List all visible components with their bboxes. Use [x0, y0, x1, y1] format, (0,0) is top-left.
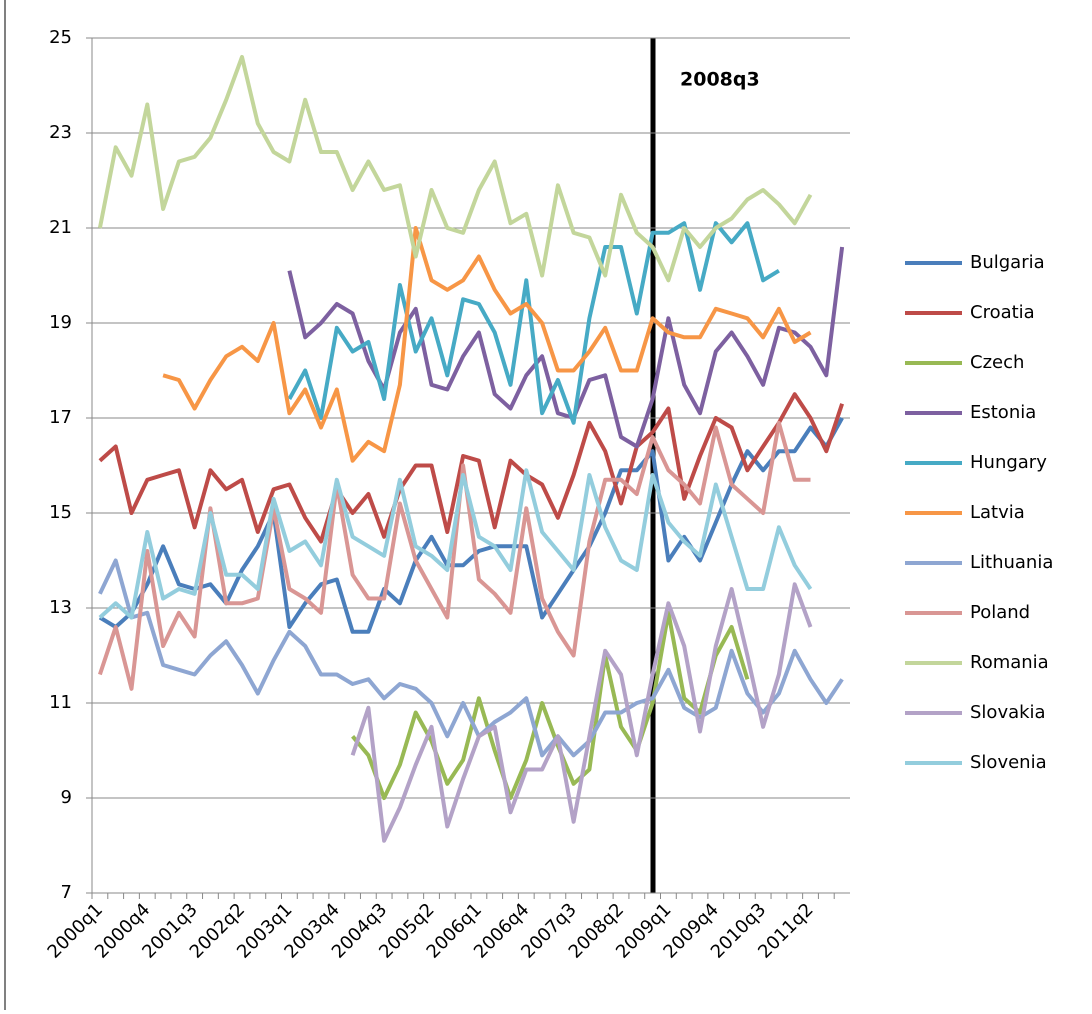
y-tick-label: 19 — [49, 312, 72, 333]
series-line — [350, 582, 813, 843]
series-line — [287, 221, 780, 425]
y-tick-label: 11 — [49, 692, 72, 713]
y-tick-label: 7 — [61, 882, 72, 903]
legend-label: Czech — [970, 352, 1024, 373]
legend-label: Bulgaria — [970, 252, 1045, 273]
legend-label: Croatia — [970, 302, 1035, 323]
series-line — [98, 558, 844, 758]
legend-label: Hungary — [970, 452, 1047, 473]
y-tick-label: 21 — [49, 217, 72, 238]
legend-label: Slovakia — [970, 702, 1046, 723]
series-line — [351, 610, 750, 800]
legend-label: Slovenia — [970, 752, 1047, 773]
legend-label: Estonia — [970, 402, 1036, 423]
y-tick-label: 25 — [49, 27, 72, 48]
legend-label: Lithuania — [970, 552, 1053, 573]
y-tick-label: 15 — [49, 502, 72, 523]
series-line — [97, 55, 813, 283]
legend-label: Latvia — [970, 502, 1025, 523]
y-tick-label: 23 — [49, 122, 72, 143]
y-tick-label: 9 — [61, 787, 72, 808]
series-line — [98, 417, 844, 634]
legend-label: Poland — [970, 602, 1030, 623]
series-line — [162, 226, 812, 463]
legend-label: Romania — [970, 652, 1049, 673]
y-tick-label: 13 — [49, 597, 72, 618]
series-line — [98, 420, 811, 691]
series-line — [98, 392, 844, 544]
series-line — [98, 468, 813, 620]
annotation: 2008q3 — [680, 69, 760, 91]
y-tick-label: 17 — [49, 407, 72, 428]
